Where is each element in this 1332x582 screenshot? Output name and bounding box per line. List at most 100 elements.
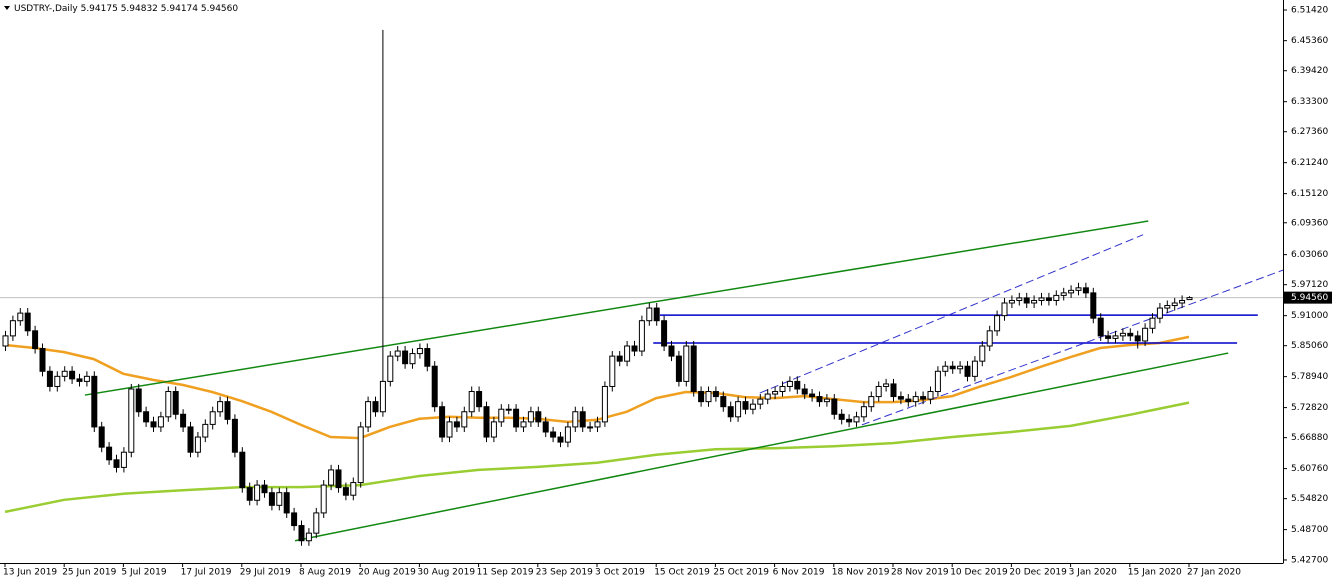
candle-body <box>1031 299 1038 304</box>
x-tick-label: 25 Jun 2019 <box>62 568 116 578</box>
trend-line <box>84 220 1149 396</box>
candle-body <box>194 436 201 453</box>
candle-body <box>224 401 231 420</box>
candle-body <box>1038 297 1045 301</box>
candle-body <box>291 512 298 527</box>
y-tick-label: 6.03060 <box>1291 250 1328 260</box>
candle-body <box>298 525 305 542</box>
candle-body <box>890 383 897 398</box>
header-icon <box>4 6 10 10</box>
y-tick-label: 5.91000 <box>1291 311 1328 321</box>
candle-body <box>964 365 971 377</box>
trend-line <box>759 234 1144 394</box>
candle-body <box>579 411 586 428</box>
candle-body <box>801 388 808 395</box>
candle-body <box>1008 299 1015 304</box>
candle-body <box>616 355 623 362</box>
candle-body <box>661 320 668 347</box>
y-tick-label: 6.39420 <box>1291 66 1328 76</box>
x-tick-label: 15 Jan 2020 <box>1128 568 1182 578</box>
candle-body <box>1075 287 1082 291</box>
y-tick-label: 6.33300 <box>1291 97 1328 107</box>
candle-body <box>180 413 187 428</box>
candle-body <box>609 355 616 387</box>
candle-body <box>860 406 867 418</box>
candle-body <box>254 484 261 501</box>
candle-body <box>535 411 542 423</box>
price-tag-label: 5.94560 <box>1291 293 1328 303</box>
candle-body <box>54 375 61 387</box>
candle-body <box>949 365 956 370</box>
candle-body <box>779 385 786 393</box>
x-tick-label: 13 Jun 2019 <box>3 568 57 578</box>
candle-body <box>150 421 157 428</box>
candle-body <box>1119 332 1126 337</box>
y-tick-label: 5.42700 <box>1291 555 1328 565</box>
candle-body <box>135 388 142 413</box>
candle-body <box>742 401 749 410</box>
candle-body <box>372 401 379 413</box>
candle-body <box>468 391 475 413</box>
candle-body <box>838 413 845 420</box>
candle-body <box>883 383 890 387</box>
header-price: 5.94175 <box>81 4 118 14</box>
x-tick-label: 11 Sep 2019 <box>477 568 534 578</box>
candle-body <box>1179 299 1186 304</box>
x-tick-label: 30 Aug 2019 <box>417 568 475 578</box>
candle-body <box>143 411 150 423</box>
candle-body <box>1149 317 1156 329</box>
candle-body <box>2 335 9 347</box>
candle-body <box>320 484 327 514</box>
x-tick-label: 20 Aug 2019 <box>358 568 416 578</box>
candle-body <box>749 403 756 410</box>
candle-body <box>957 365 964 370</box>
candle-body <box>823 398 830 403</box>
candle-body <box>513 408 520 428</box>
x-tick-label: 10 Dec 2019 <box>950 568 1008 578</box>
candle-body <box>668 345 675 357</box>
x-tick-label: 18 Nov 2019 <box>832 568 890 578</box>
candle-body <box>461 411 468 428</box>
y-tick-label: 5.85060 <box>1291 341 1328 351</box>
candle-body <box>283 492 290 514</box>
candle-body <box>202 423 209 438</box>
candle-body <box>675 355 682 382</box>
candle-body <box>786 380 793 387</box>
candle-body <box>1060 292 1067 296</box>
candle-body <box>128 388 135 453</box>
candle-body <box>1082 287 1089 294</box>
header: USDTRY-,Daily 5.94175 5.94832 5.94174 5.… <box>14 4 238 14</box>
candle-body <box>409 353 416 365</box>
header-price: 5.94560 <box>201 4 238 14</box>
candle-body <box>439 406 446 438</box>
moving-average <box>4 401 1190 514</box>
candle-body <box>476 391 483 408</box>
candle-body <box>520 421 527 428</box>
candle-body <box>927 391 934 400</box>
x-tick-label: 8 Aug 2019 <box>299 568 351 578</box>
candle-body <box>986 330 993 347</box>
candle-body <box>32 330 39 350</box>
candle-body <box>305 532 312 542</box>
candle-body <box>564 426 571 443</box>
x-tick-label: 5 Jul 2019 <box>121 568 166 578</box>
candle-body <box>653 307 660 322</box>
candle-body <box>587 426 594 429</box>
candle-body <box>1171 302 1178 307</box>
y-tick-label: 6.15120 <box>1291 189 1328 199</box>
candle-body <box>157 416 164 428</box>
candle-body <box>17 312 24 322</box>
candle-body <box>905 398 912 403</box>
x-tick-label: 25 Oct 2019 <box>713 568 769 578</box>
candle-body <box>1164 305 1171 309</box>
candle-body <box>853 416 860 423</box>
candle-body <box>46 370 53 387</box>
candle-body <box>875 385 882 398</box>
candle-body <box>631 345 638 352</box>
candle-body <box>1156 307 1163 319</box>
x-tick-label: 23 Sep 2019 <box>536 568 593 578</box>
y-tick-label: 5.48700 <box>1291 525 1328 535</box>
candle-body <box>379 380 386 413</box>
header-price: 5.94832 <box>121 4 158 14</box>
